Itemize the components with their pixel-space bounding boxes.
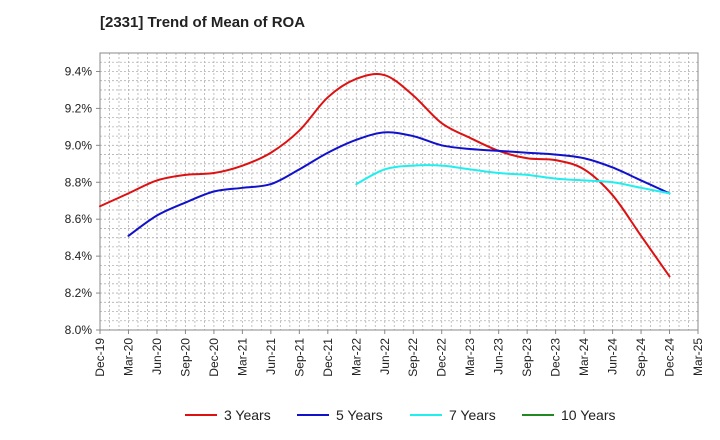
x-tick-label: Mar-24 bbox=[577, 338, 591, 376]
y-tick-label: 9.2% bbox=[65, 101, 93, 115]
x-tick-label: Mar-20 bbox=[121, 338, 135, 376]
x-tick-label: Mar-21 bbox=[235, 338, 249, 376]
x-tick-label: Dec-23 bbox=[549, 338, 563, 377]
legend-label-7-years: 7 Years bbox=[449, 407, 496, 423]
x-tick-label: Jun-23 bbox=[492, 338, 506, 375]
x-axis: Dec-19 Mar-20 Jun-20 Sep-20 Dec-20 Mar-21 Jun-… bbox=[93, 330, 705, 377]
y-tick-label: 8.0% bbox=[65, 323, 93, 337]
x-tick-label: Sep-21 bbox=[292, 338, 306, 377]
y-tick-label: 8.6% bbox=[65, 212, 93, 226]
x-tick-label: Sep-24 bbox=[634, 338, 648, 377]
y-tick-label: 8.4% bbox=[65, 249, 93, 263]
series-line-3-years bbox=[99, 73, 671, 278]
y-axis: 8.0% 8.2% 8.4% 8.6% 8.8% 9.0% 9.2% 9.4% bbox=[65, 64, 100, 337]
x-tick-label: Jun-20 bbox=[150, 338, 164, 375]
x-tick-label: Dec-20 bbox=[207, 338, 221, 377]
legend-label-10-years: 10 Years bbox=[561, 407, 616, 423]
x-tick-label: Dec-24 bbox=[663, 338, 677, 377]
x-tick-label: Mar-22 bbox=[349, 338, 363, 376]
series-lines bbox=[99, 73, 671, 278]
x-tick-label: Jun-24 bbox=[606, 338, 620, 375]
x-tick-label: Dec-19 bbox=[93, 338, 107, 377]
legend-label-5-years: 5 Years bbox=[336, 407, 383, 423]
x-tick-label: Dec-21 bbox=[321, 338, 335, 377]
y-tick-label: 9.0% bbox=[65, 138, 93, 152]
x-tick-label: Jun-21 bbox=[264, 338, 278, 375]
y-tick-label: 8.8% bbox=[65, 175, 93, 189]
legend-label-3-years: 3 Years bbox=[224, 407, 271, 423]
series-line-7-years bbox=[355, 164, 671, 195]
x-tick-label: Dec-22 bbox=[435, 338, 449, 377]
legend: 3 Years 5 Years 7 Years 10 Years bbox=[185, 407, 616, 423]
y-tick-label: 9.4% bbox=[65, 64, 93, 78]
chart-title: [2331] Trend of Mean of ROA bbox=[100, 14, 306, 31]
x-tick-label: Mar-25 bbox=[691, 338, 705, 376]
x-tick-label: Sep-23 bbox=[520, 338, 534, 377]
y-tick-label: 8.2% bbox=[65, 286, 93, 300]
x-tick-label: Sep-22 bbox=[406, 338, 420, 377]
x-tick-label: Mar-23 bbox=[463, 338, 477, 376]
plot-area bbox=[99, 52, 699, 331]
x-tick-label: Jun-22 bbox=[378, 338, 392, 375]
series-line-5-years bbox=[127, 131, 671, 237]
x-tick-label: Sep-20 bbox=[178, 338, 192, 377]
